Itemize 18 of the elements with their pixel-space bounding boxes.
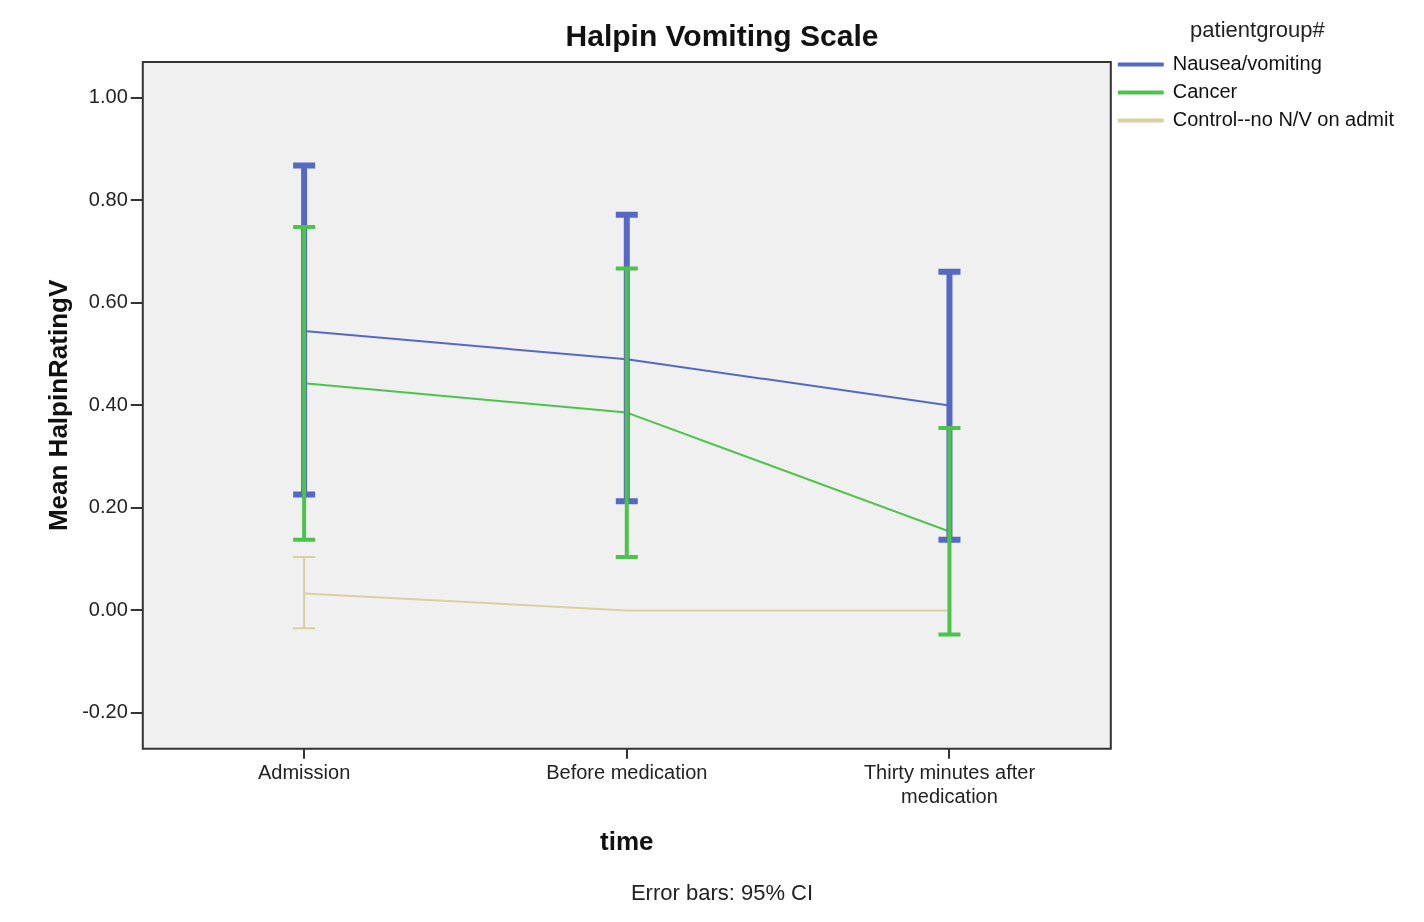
y-tick-label: 0.20	[88, 495, 128, 518]
x-tick-label: Before medication	[546, 761, 708, 784]
x-tick-label: Admission	[257, 761, 351, 784]
y-tick-label: 0.00	[88, 597, 128, 620]
y-tick-label: -0.20	[82, 700, 128, 723]
legend-label: Control--no N/V on admit	[1172, 107, 1395, 130]
text: Error bars: 95% CI	[630, 880, 814, 905]
legend-title: patientgroup#	[1190, 17, 1326, 43]
x-tick-label: Thirty minutes after medication	[863, 761, 1036, 808]
legend-label: Cancer	[1172, 79, 1238, 102]
y-tick-label: 0.40	[88, 392, 128, 415]
y-tick-label: 0.60	[88, 290, 128, 313]
chart-title: Halpin Vomiting Scale	[565, 19, 879, 53]
y-axis-title: Mean HalpinRatingV	[42, 279, 73, 532]
y-tick-label: 1.00	[88, 85, 128, 108]
x-axis-title: time	[600, 825, 654, 856]
y-tick-label: 0.80	[88, 187, 128, 210]
legend-label: Nausea/vomiting	[1172, 51, 1322, 74]
